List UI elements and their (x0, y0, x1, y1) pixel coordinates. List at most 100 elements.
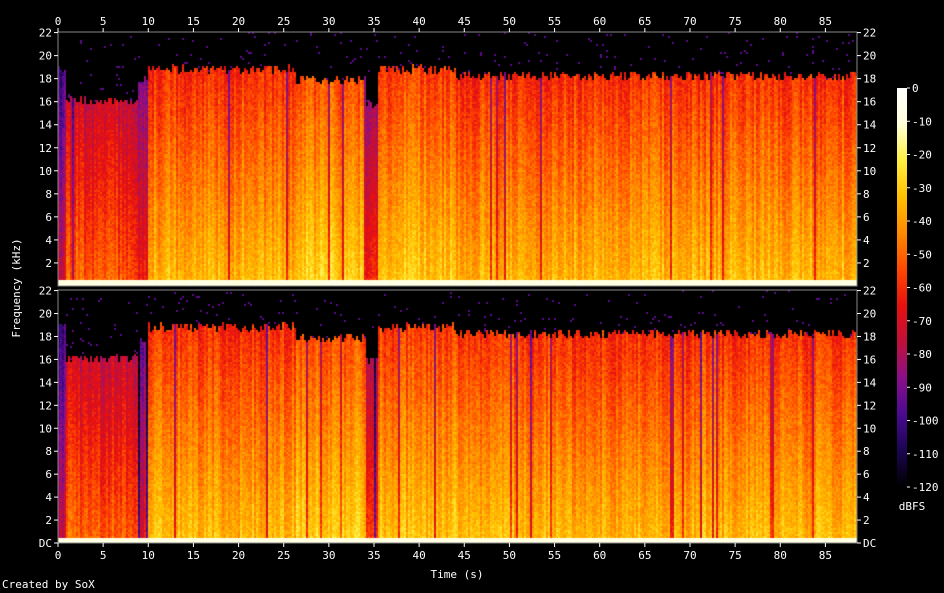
y-tick-label-left: 6 (45, 468, 52, 481)
y-tick-label-right: 14 (863, 376, 877, 389)
y-tick-label-right: 22 (863, 27, 876, 40)
x-tick-label-bottom: 70 (683, 549, 696, 562)
channel-2-frame (57, 289, 858, 544)
x-tick-label-top: 25 (277, 15, 290, 28)
y-tick-label-right: 20 (863, 308, 876, 321)
y-tick-label-right: 10 (863, 165, 876, 178)
y-tick-label-left: 2 (45, 257, 52, 270)
y-tick-label-left: 12 (39, 142, 52, 155)
y-tick-label-left: DC (39, 537, 52, 550)
y-tick-label-right: 6 (863, 468, 870, 481)
y-tick-label-left: 2 (45, 514, 52, 527)
x-tick-label-top: 15 (187, 15, 200, 28)
y-tick-label-right: 16 (863, 353, 876, 366)
colorbar-gradient (897, 88, 907, 487)
y-tick-label-left: 16 (39, 96, 52, 109)
colorbar-tick-label: -10 (912, 115, 932, 128)
x-axis-title: Time (s) (431, 568, 484, 581)
x-tick-label-bottom: 25 (277, 549, 290, 562)
colorbar-tick-label: -60 (912, 282, 932, 295)
y-tick-label-right: 14 (863, 119, 877, 132)
y-tick-label-left: 22 (39, 27, 52, 40)
plot-area (58, 32, 857, 543)
y-tick-label-left: 18 (39, 330, 52, 343)
y-tick-label-right: 12 (863, 399, 876, 412)
y-tick-label-left: 10 (39, 422, 52, 435)
x-tick-label-top: 35 (367, 15, 380, 28)
x-tick-label-top: 10 (142, 15, 155, 28)
y-tick-label-left: 8 (45, 188, 52, 201)
y-tick-label-right: 2 (863, 514, 870, 527)
y-tick-label-left: 14 (39, 376, 53, 389)
colorbar-tick-label: -80 (912, 348, 932, 361)
y-tick-label-right: 16 (863, 96, 876, 109)
y-tick-label-left: 22 (39, 285, 52, 298)
x-tick-label-bottom: 65 (638, 549, 651, 562)
x-tick-label-bottom: 20 (232, 549, 245, 562)
colorbar-tick-label: -20 (912, 149, 932, 162)
y-tick-label-right: 4 (863, 491, 870, 504)
x-tick-label-top: 5 (100, 15, 107, 28)
colorbar-tick-label: -110 (912, 448, 939, 461)
x-tick-label-bottom: 40 (413, 549, 426, 562)
colorbar-label: dBFS (899, 500, 926, 513)
x-tick-label-bottom: 85 (819, 549, 832, 562)
x-tick-label-bottom: 80 (774, 549, 787, 562)
colorbar-tick-label: 0 (912, 82, 919, 95)
x-tick-label-bottom: 45 (458, 549, 471, 562)
channel-1-frame (57, 31, 858, 287)
x-tick-label-bottom: 35 (367, 549, 380, 562)
y-axis-title: Frequency (kHz) (10, 238, 23, 337)
colorbar-tick-label: -40 (912, 215, 932, 228)
y-tick-label-right: 22 (863, 285, 876, 298)
y-tick-label-left: 16 (39, 353, 52, 366)
y-tick-label-right: 18 (863, 73, 876, 86)
y-tick-label-left: 14 (39, 119, 53, 132)
colorbar-tick-label: -120 (912, 481, 939, 494)
y-tick-label-right: 8 (863, 188, 870, 201)
x-tick-label-top: 70 (683, 15, 696, 28)
x-tick-label-top: 75 (728, 15, 741, 28)
colorbar-tick-label: -70 (912, 315, 932, 328)
y-tick-label-right: 6 (863, 211, 870, 224)
y-tick-label-right: 8 (863, 445, 870, 458)
x-tick-label-top: 55 (548, 15, 561, 28)
x-tick-label-bottom: 50 (503, 549, 516, 562)
x-tick-label-top: 60 (593, 15, 606, 28)
channel-1-spectrogram (58, 32, 857, 286)
colorbar-tick-label: -100 (912, 415, 939, 428)
x-tick-label-bottom: 5 (100, 549, 107, 562)
colorbar-tick-label: -30 (912, 182, 932, 195)
x-tick-label-bottom: 75 (728, 549, 741, 562)
x-tick-label-top: 30 (322, 15, 335, 28)
y-tick-label-right: DC (863, 537, 876, 550)
colorbar-tick-label: -90 (912, 381, 932, 394)
y-tick-label-right: 4 (863, 234, 870, 247)
y-tick-label-left: 4 (45, 491, 52, 504)
colorbar-tick-label: -50 (912, 248, 932, 261)
y-tick-label-left: 18 (39, 73, 52, 86)
x-tick-label-bottom: 55 (548, 549, 561, 562)
x-tick-label-top: 40 (413, 15, 426, 28)
x-tick-label-bottom: 10 (142, 549, 155, 562)
y-tick-label-left: 20 (39, 50, 52, 63)
colorbar: 0 -10 -20 -30 -40 -50 -60 -70 -80 -90 -100 -110 -120 (897, 82, 939, 494)
channel-2-spectrogram (58, 290, 857, 543)
x-tick-label-top: 20 (232, 15, 245, 28)
x-tick-label-top: 80 (774, 15, 787, 28)
x-tick-label-bottom: 0 (55, 549, 62, 562)
x-tick-label-bottom: 30 (322, 549, 335, 562)
y-tick-label-right: 18 (863, 330, 876, 343)
x-tick-label-bottom: 60 (593, 549, 606, 562)
y-tick-label-right: 12 (863, 142, 876, 155)
y-tick-label-left: 4 (45, 234, 52, 247)
y-tick-label-left: 8 (45, 445, 52, 458)
y-tick-label-left: 6 (45, 211, 52, 224)
x-tick-label-top: 45 (458, 15, 471, 28)
x-tick-label-bottom: 15 (187, 549, 200, 562)
y-tick-label-left: 12 (39, 399, 52, 412)
x-tick-label-top: 50 (503, 15, 516, 28)
y-tick-label-right: 20 (863, 50, 876, 63)
